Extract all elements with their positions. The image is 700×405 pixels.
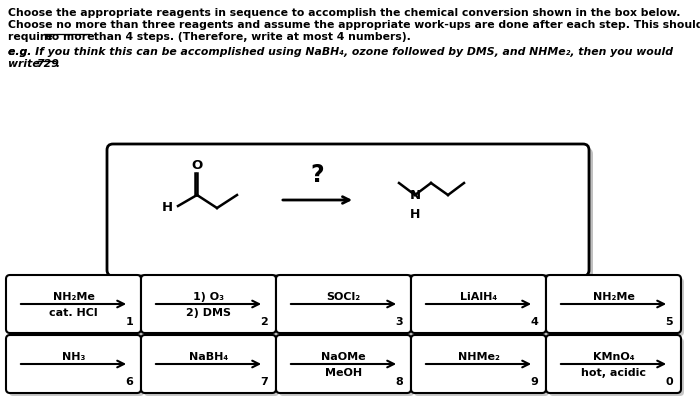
Text: 729: 729 (36, 59, 59, 69)
Text: than 4 steps. (Therefore, write at most 4 numbers).: than 4 steps. (Therefore, write at most … (90, 32, 411, 42)
FancyBboxPatch shape (411, 275, 546, 333)
Text: 1: 1 (125, 316, 133, 326)
FancyBboxPatch shape (141, 335, 276, 393)
Text: 8: 8 (395, 376, 403, 386)
Text: Choose no more than three reagents and assume the appropriate work-ups are done : Choose no more than three reagents and a… (8, 20, 700, 30)
FancyBboxPatch shape (546, 335, 681, 393)
Text: write: write (8, 59, 43, 69)
Text: require: require (8, 32, 57, 42)
Text: 2) DMS: 2) DMS (186, 307, 231, 317)
Text: e.g.: e.g. (8, 47, 35, 57)
Text: H: H (410, 207, 420, 220)
Text: 7: 7 (260, 376, 268, 386)
Text: no more: no more (44, 32, 94, 42)
Text: O: O (191, 159, 202, 172)
FancyBboxPatch shape (144, 278, 279, 336)
FancyBboxPatch shape (414, 278, 549, 336)
FancyBboxPatch shape (9, 338, 144, 396)
Text: 0: 0 (666, 376, 673, 386)
FancyBboxPatch shape (144, 338, 279, 396)
Text: e.g. If you think this can be accomplished using NaBH₄, ozone followed by DMS, a: e.g. If you think this can be accomplish… (8, 47, 673, 57)
FancyBboxPatch shape (414, 338, 549, 396)
Text: 3: 3 (395, 316, 403, 326)
FancyBboxPatch shape (9, 278, 144, 336)
FancyBboxPatch shape (6, 335, 141, 393)
Text: 5: 5 (666, 316, 673, 326)
FancyBboxPatch shape (276, 275, 411, 333)
Text: .: . (56, 59, 60, 69)
FancyBboxPatch shape (549, 278, 684, 336)
Text: H: H (162, 201, 173, 214)
Text: hot, acidic: hot, acidic (581, 367, 646, 377)
FancyBboxPatch shape (6, 275, 141, 333)
Text: 6: 6 (125, 376, 133, 386)
Text: 1) O₃: 1) O₃ (193, 291, 224, 301)
FancyBboxPatch shape (546, 275, 681, 333)
FancyBboxPatch shape (279, 338, 414, 396)
FancyBboxPatch shape (549, 338, 684, 396)
FancyBboxPatch shape (411, 335, 546, 393)
Text: SOCl₂: SOCl₂ (326, 291, 361, 301)
Text: LiAlH₄: LiAlH₄ (460, 291, 497, 301)
Text: NHMe₂: NHMe₂ (458, 351, 499, 361)
FancyBboxPatch shape (276, 335, 411, 393)
FancyBboxPatch shape (141, 275, 276, 333)
Text: NH₃: NH₃ (62, 351, 85, 361)
Text: 9: 9 (530, 376, 538, 386)
Text: 2: 2 (260, 316, 268, 326)
Text: NH₂Me: NH₂Me (593, 291, 634, 301)
Text: MeOH: MeOH (325, 367, 362, 377)
Text: N: N (410, 189, 421, 202)
Text: Choose the appropriate reagents in sequence to accomplish the chemical conversio: Choose the appropriate reagents in seque… (8, 8, 680, 18)
Text: ?: ? (311, 162, 324, 187)
Text: NaBH₄: NaBH₄ (189, 351, 228, 361)
FancyBboxPatch shape (279, 278, 414, 336)
FancyBboxPatch shape (107, 145, 589, 276)
Text: cat. HCl: cat. HCl (49, 307, 98, 317)
Text: NH₂Me: NH₂Me (52, 291, 94, 301)
Text: 4: 4 (530, 316, 538, 326)
Text: NaOMe: NaOMe (321, 351, 366, 361)
Text: KMnO₄: KMnO₄ (593, 351, 634, 361)
FancyBboxPatch shape (111, 149, 593, 280)
